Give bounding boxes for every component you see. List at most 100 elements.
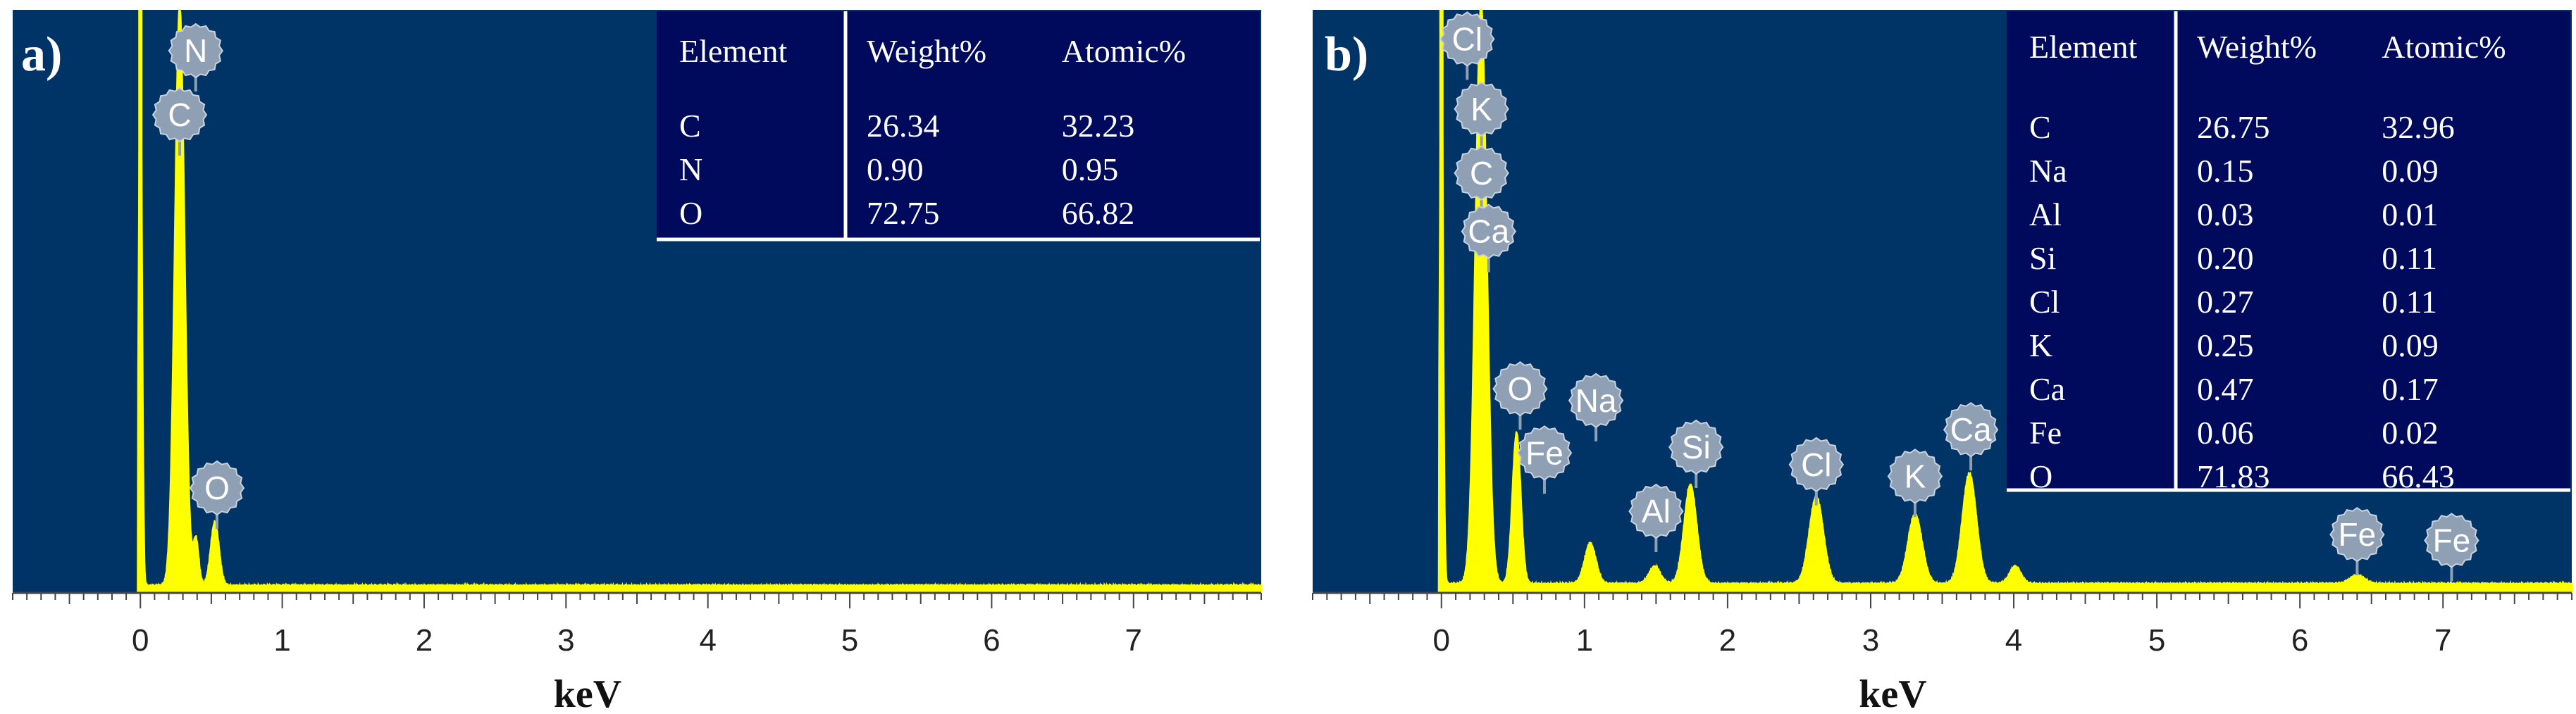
table-cell: C (2029, 109, 2051, 145)
table-cell: 0.02 (2382, 415, 2439, 451)
x-tick-label: 2 (416, 623, 433, 658)
peak-label-text: Ca (1950, 411, 1992, 448)
table-header: Element (679, 33, 787, 69)
composition-table: Element Weight% Atomic% C 26.75 32.96 Na 0.15 0.… (2007, 11, 2570, 494)
table-cell: 71.83 (2197, 458, 2270, 494)
peak-label-text: N (184, 32, 207, 69)
peak-label-circle (1788, 437, 1845, 493)
table-cell: 0.27 (2197, 284, 2254, 320)
table-cell: 0.47 (2197, 371, 2254, 407)
peak-label-circle (1454, 81, 1509, 137)
table-header: Atomic% (2382, 29, 2506, 65)
table-cell: 0.01 (2382, 196, 2439, 232)
peak-label-circle (2424, 513, 2479, 568)
peak-label-text: C (1470, 155, 1493, 192)
x-tick-label: 6 (983, 623, 1000, 658)
table-background (657, 11, 1260, 239)
panel-label: a) (21, 27, 62, 82)
table-cell: 26.34 (867, 108, 940, 144)
table-cell: 0.11 (2382, 284, 2437, 320)
x-tick-label: 0 (132, 623, 149, 658)
peak-label-circle (2329, 506, 2385, 563)
peak-label-circle (1628, 483, 1684, 539)
x-tick-label: 3 (1862, 623, 1879, 658)
peak-label-badge: Fe (2329, 506, 2385, 576)
spectrum-series (137, 8, 1262, 594)
peak-label-text: Cl (1452, 20, 1482, 57)
table-cell: C (679, 108, 701, 144)
table-cell: 66.82 (1062, 195, 1135, 231)
x-axis-title: keV (554, 672, 621, 714)
table-header: Element (2029, 29, 2137, 65)
table-cell: Fe (2029, 415, 2062, 451)
peak-label-circle (1516, 425, 1573, 481)
x-tick-label: 4 (2005, 623, 2022, 658)
peak-label-text: O (1508, 370, 1533, 407)
x-tick-label: 4 (699, 623, 716, 658)
peak-label-badge: Fe (1516, 425, 1573, 494)
peak-label-badge: Ca (1943, 401, 1999, 471)
table-cell: 0.90 (867, 151, 924, 187)
table-cell: K (2029, 327, 2052, 363)
peak-label-text: Fe (2339, 516, 2377, 553)
table-cell: 0.25 (2197, 327, 2254, 363)
peak-label-badge: K (1887, 449, 1943, 518)
peak-label-badge: Fe (2424, 513, 2479, 582)
peak-label-text: Na (1575, 382, 1617, 419)
x-tick-label: 6 (2291, 623, 2308, 658)
table-cell: 32.96 (2382, 109, 2455, 145)
table-cell: 0.20 (2197, 240, 2254, 276)
peak-label-badge: Na (1568, 372, 1624, 441)
table-cell: Cl (2029, 284, 2060, 320)
table-cell: O (679, 195, 702, 231)
table-cell: 0.17 (2382, 371, 2439, 407)
peak-label-text: Cl (1801, 446, 1831, 483)
x-tick-label: 1 (1576, 623, 1593, 658)
peak-label-badge: O (189, 460, 245, 529)
x-tick-label: 5 (2148, 623, 2165, 658)
table-cell: 0.03 (2197, 196, 2254, 232)
peak-label-badge: N (168, 23, 224, 92)
table-cell: 0.95 (1062, 151, 1119, 187)
table-cell: 0.11 (2382, 240, 2437, 276)
panel-label: b) (1325, 27, 1368, 82)
table-cell: Al (2029, 196, 2062, 232)
x-tick-label: 7 (1125, 623, 1142, 658)
table-cell: 32.23 (1062, 108, 1135, 144)
x-tick-label: 5 (841, 623, 858, 658)
peak-label-text: K (1470, 91, 1492, 127)
x-tick-label: 0 (1433, 623, 1450, 658)
peak-label-badge: Cl (1439, 11, 1495, 80)
table-cell: 0.15 (2197, 153, 2254, 189)
table-background (2007, 11, 2570, 490)
peak-label-badge: K (1454, 81, 1509, 150)
peak-label-text: Fe (2433, 522, 2471, 558)
table-cell: O (2029, 458, 2052, 494)
peak-label-circle (1492, 361, 1548, 417)
peak-label-badge: Cl (1788, 437, 1845, 506)
peak-label-text: Al (1642, 493, 1671, 530)
table-cell: 26.75 (2197, 109, 2270, 145)
x-axis-title: keV (1859, 672, 1926, 714)
peak-label-circle (189, 460, 245, 516)
table-header: Atomic% (1062, 33, 1186, 69)
peak-label-circle (151, 87, 208, 143)
table-cell: 0.09 (2382, 153, 2439, 189)
peak-label-badge: C (1454, 145, 1509, 214)
peak-label-text: Fe (1525, 434, 1563, 471)
table-header: Weight% (867, 33, 986, 69)
table-cell: N (679, 151, 702, 187)
table-cell: Si (2029, 240, 2056, 276)
peak-label-circle (1439, 11, 1495, 67)
x-tick-label: 3 (557, 623, 574, 658)
table-cell: 66.43 (2382, 458, 2455, 494)
peak-label-text: Ca (1468, 213, 1509, 250)
peak-label-circle (168, 23, 224, 79)
peak-label-badge: Al (1628, 483, 1684, 553)
x-tick-label: 2 (1719, 623, 1736, 658)
table-cell: Na (2029, 153, 2067, 189)
table-cell: 0.09 (2382, 327, 2439, 363)
